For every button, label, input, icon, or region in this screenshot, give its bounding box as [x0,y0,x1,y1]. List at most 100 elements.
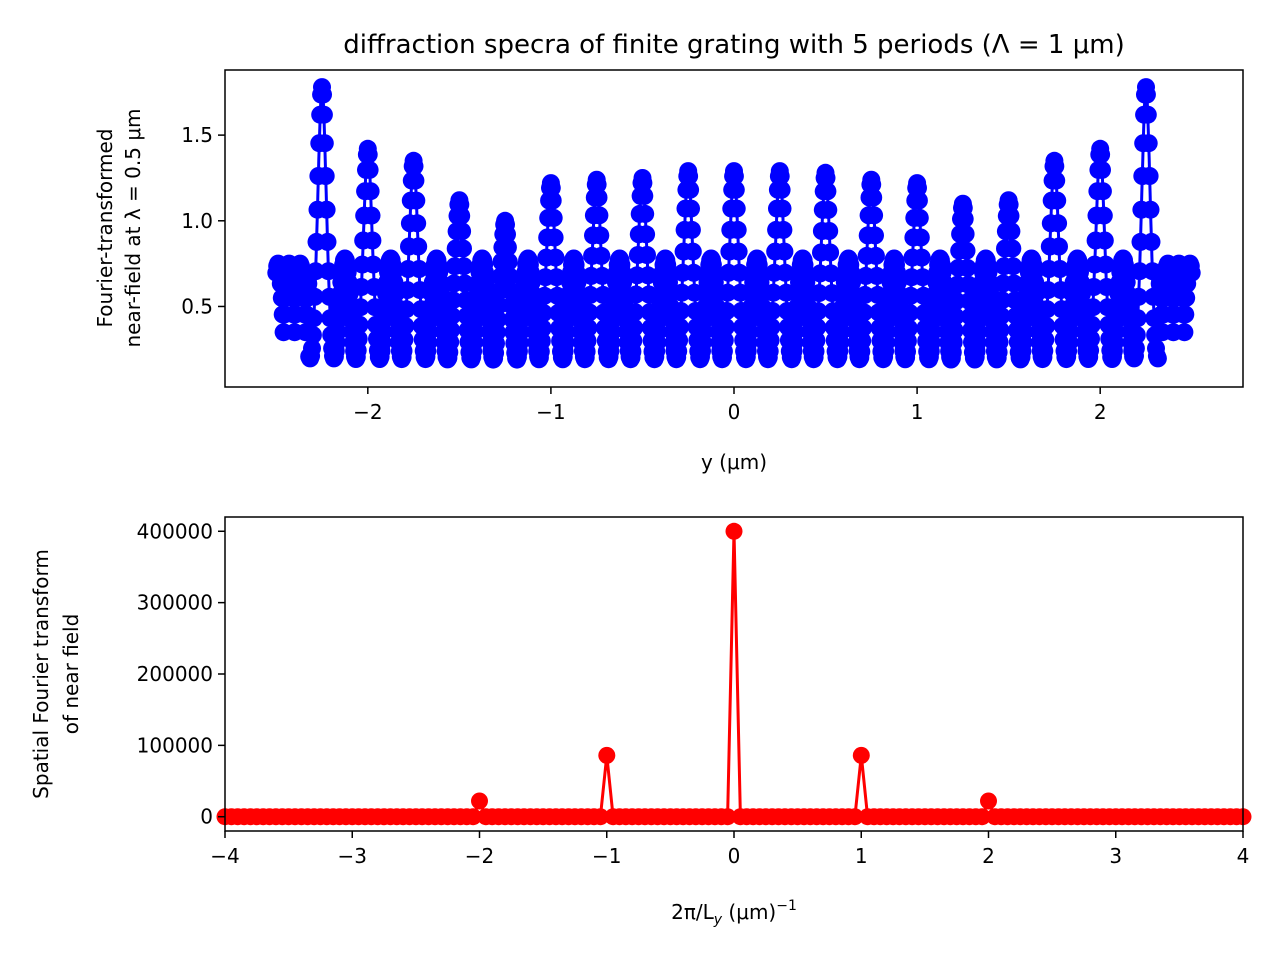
bottom-x-tick-label: 0 [728,844,741,868]
top-series-point [774,220,793,239]
top-series-point [304,309,323,328]
top-series-point [1176,305,1195,324]
top-series-point [1093,160,1111,179]
bottom-x-tick-label: −2 [465,844,494,868]
top-series-point [955,209,974,228]
top-series-point [809,302,828,321]
top-series-point [351,298,370,317]
top-series-point [315,134,334,153]
top-series-point [1002,222,1021,241]
top-series-point [363,231,382,250]
top-series-point [305,287,324,306]
top-series-point [443,306,461,325]
top-series-point [865,206,884,225]
top-series-point [993,291,1012,310]
top-series-point [1137,85,1156,104]
top-series-point [455,274,474,293]
bottom-y-axis-label-line2: of near field [59,614,83,735]
top-series-point [1107,310,1126,329]
top-series-point [512,310,531,329]
top-series-point [727,199,746,218]
top-series-point [717,302,736,320]
top-series-point [546,248,565,267]
top-series-point [761,331,780,350]
top-series-point [591,226,610,245]
bottom-series-point [725,522,743,540]
top-series-point [488,310,507,329]
top-series-point [360,160,379,179]
top-y-axis-label-line2: near-field at λ = 0.5 μm [121,108,145,347]
top-series-point [1129,287,1148,306]
top-series-point [725,167,744,186]
top-series-point [866,246,885,265]
top-series-point [466,310,485,329]
top-series-point [1083,298,1102,317]
top-x-tick-label: −1 [536,400,565,424]
top-series-point [671,318,689,336]
top-series-point [672,283,691,302]
bottom-series-line [225,531,1243,819]
top-series-point [350,315,369,334]
top-series-point [580,303,599,322]
bottom-series-point [591,808,609,826]
top-series-point [1148,349,1167,368]
top-series-point [498,225,516,244]
top-series-point [1038,300,1057,319]
top-series-point [1082,315,1101,334]
top-series-point [684,263,703,282]
top-series-point [314,105,333,124]
top-series-point [306,262,325,281]
top-x-tick-label: 0 [728,400,741,424]
top-series-point [316,167,335,185]
top-series-point [1048,191,1067,210]
top-series-point [726,180,745,199]
top-series-point [819,200,838,219]
top-series-point [715,331,734,350]
top-series-point [409,237,428,256]
top-series-point [946,307,965,326]
top-series-point [1096,255,1115,274]
top-series-point [592,246,611,265]
top-series-point [833,310,851,329]
top-series-point [763,302,782,320]
top-series-point [1005,274,1024,293]
top-series-point [408,214,427,233]
top-series-point [543,191,562,210]
top-series-point [956,225,975,243]
top-series-point [1016,310,1035,329]
top-series-point [1139,134,1158,153]
bottom-series-point [846,808,864,826]
top-series-point [762,318,781,336]
top-series-point [625,318,644,337]
top-series-point [627,285,645,304]
top-series-point [649,310,668,329]
top-x-tick-label: −2 [353,400,382,424]
bottom-series-point [980,792,997,810]
top-series-point [590,206,609,225]
top-series-point [910,208,929,227]
top-series-point [1127,326,1146,344]
top-x-ticks: −2 −1 0 1 2 [353,387,1107,424]
top-series-point [1141,200,1160,219]
top-series-point [444,291,462,310]
top-y-tick-label: 1.0 [181,209,213,233]
top-series-point [945,321,964,340]
top-series-point [957,241,976,260]
top-series-point [855,303,873,322]
top-series-point [1082,329,1100,348]
top-series-point [1084,278,1103,296]
top-series-point [682,220,701,239]
top-y-tick-label: 1.5 [181,123,213,147]
top-series-point [1175,323,1194,342]
top-series-point [303,339,321,358]
top-series-point [718,283,737,302]
top-series-point [900,304,919,322]
top-series-point [924,310,943,329]
bottom-x-tick-label: 1 [855,844,868,868]
top-series-point [489,296,508,315]
top-series-point [991,321,1010,340]
top-series-point [729,242,748,261]
top-series-point [421,310,440,329]
top-series-point [787,310,806,329]
top-series-point [397,300,416,319]
